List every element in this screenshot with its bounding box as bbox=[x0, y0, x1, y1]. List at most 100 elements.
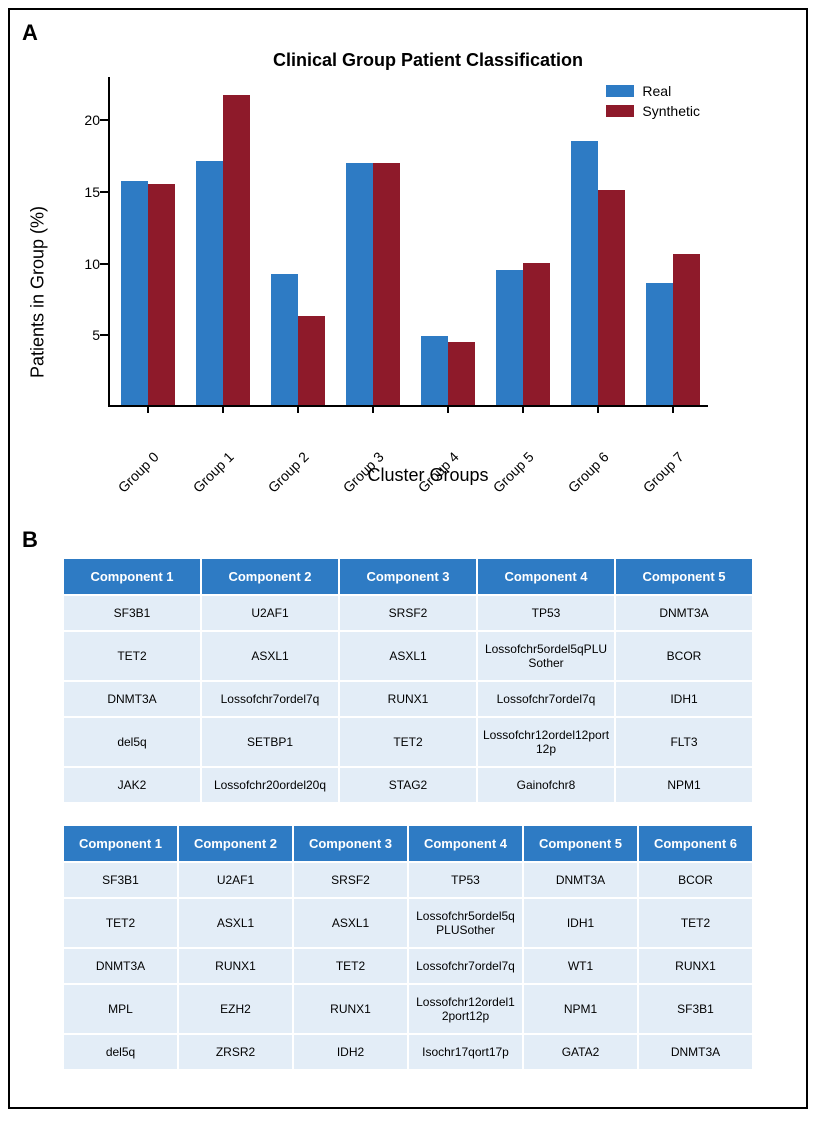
table-cell: MPL bbox=[63, 984, 178, 1034]
legend-label-synthetic: Synthetic bbox=[642, 103, 700, 119]
bar-real bbox=[421, 336, 448, 405]
bar-synthetic bbox=[298, 316, 325, 405]
table-header: Component 4 bbox=[408, 825, 523, 862]
table-cell: FLT3 bbox=[615, 717, 753, 767]
table-cell: SETBP1 bbox=[201, 717, 339, 767]
table-cell: ASXL1 bbox=[178, 898, 293, 948]
table-cell: DNMT3A bbox=[523, 862, 638, 898]
y-axis-label: Patients in Group (%) bbox=[28, 206, 49, 378]
table-header: Component 1 bbox=[63, 558, 201, 595]
table-header: Component 5 bbox=[523, 825, 638, 862]
table-cell: SRSF2 bbox=[339, 595, 477, 631]
y-tick-label: 15 bbox=[60, 184, 100, 200]
y-tick-label: 5 bbox=[60, 327, 100, 343]
table-cell: del5q bbox=[63, 1034, 178, 1070]
table-cell: GATA2 bbox=[523, 1034, 638, 1070]
y-tick bbox=[100, 119, 108, 121]
table-header: Component 3 bbox=[339, 558, 477, 595]
legend-swatch-synthetic bbox=[606, 105, 634, 117]
table-cell: NPM1 bbox=[615, 767, 753, 803]
x-tick bbox=[147, 407, 149, 413]
table-row: MPLEZH2RUNX1Lossofchr12ordel12port12pNPM… bbox=[63, 984, 753, 1034]
table-header: Component 5 bbox=[615, 558, 753, 595]
table-cell: IDH2 bbox=[293, 1034, 408, 1070]
x-tick bbox=[522, 407, 524, 413]
table-cell: RUNX1 bbox=[178, 948, 293, 984]
chart-title: Clinical Group Patient Classification bbox=[22, 50, 794, 71]
x-tick bbox=[672, 407, 674, 413]
table-cell: SF3B1 bbox=[638, 984, 753, 1034]
table-cell: TP53 bbox=[408, 862, 523, 898]
x-tick bbox=[297, 407, 299, 413]
y-tick-label: 20 bbox=[60, 112, 100, 128]
x-tick bbox=[372, 407, 374, 413]
table-cell: WT1 bbox=[523, 948, 638, 984]
bar-real bbox=[571, 141, 598, 405]
panel-b: B Component 1Component 2Component 3Compo… bbox=[22, 527, 794, 1071]
table-cell: TET2 bbox=[638, 898, 753, 948]
table-cell: Isochr17qort17p bbox=[408, 1034, 523, 1070]
table-cell: Lossofchr5ordel5qPLUSother bbox=[477, 631, 615, 681]
table-cell: IDH1 bbox=[523, 898, 638, 948]
table-header: Component 2 bbox=[201, 558, 339, 595]
components-table-2: Component 1Component 2Component 3Compone… bbox=[62, 824, 754, 1071]
table-cell: DNMT3A bbox=[63, 948, 178, 984]
figure-frame: A Clinical Group Patient Classification … bbox=[8, 8, 808, 1109]
table-row: del5qSETBP1TET2Lossofchr12ordel12port12p… bbox=[63, 717, 753, 767]
table-cell: IDH1 bbox=[615, 681, 753, 717]
table-cell: SF3B1 bbox=[63, 862, 178, 898]
table-cell: EZH2 bbox=[178, 984, 293, 1034]
bar-synthetic bbox=[673, 254, 700, 405]
table-cell: STAG2 bbox=[339, 767, 477, 803]
y-tick bbox=[100, 334, 108, 336]
table-cell: Gainofchr8 bbox=[477, 767, 615, 803]
components-table-1: Component 1Component 2Component 3Compone… bbox=[62, 557, 754, 804]
table-row: DNMT3ALossofchr7ordel7qRUNX1Lossofchr7or… bbox=[63, 681, 753, 717]
bar-chart: Patients in Group (%) Real Synthetic 510… bbox=[28, 77, 788, 507]
table-cell: Lossofchr12ordel12port12p bbox=[477, 717, 615, 767]
panel-b-label: B bbox=[22, 527, 794, 553]
table-row: TET2ASXL1ASXL1Lossofchr5ordel5qPLUSother… bbox=[63, 631, 753, 681]
table-cell: Lossofchr5ordel5qPLUSother bbox=[408, 898, 523, 948]
table-cell: RUNX1 bbox=[293, 984, 408, 1034]
legend-item-real: Real bbox=[606, 83, 700, 99]
table-cell: RUNX1 bbox=[339, 681, 477, 717]
table-row: JAK2Lossofchr20ordel20qSTAG2Gainofchr8NP… bbox=[63, 767, 753, 803]
table-cell: ASXL1 bbox=[339, 631, 477, 681]
table-cell: U2AF1 bbox=[178, 862, 293, 898]
plot-area: Real Synthetic 5101520Group 0Group 1Grou… bbox=[108, 77, 708, 407]
table-cell: TET2 bbox=[63, 631, 201, 681]
legend-swatch-real bbox=[606, 85, 634, 97]
bar-synthetic bbox=[148, 184, 175, 405]
table-row: TET2ASXL1ASXL1Lossofchr5ordel5qPLUSother… bbox=[63, 898, 753, 948]
table-cell: TET2 bbox=[293, 948, 408, 984]
bar-real bbox=[271, 274, 298, 405]
table-header: Component 2 bbox=[178, 825, 293, 862]
table-header: Component 6 bbox=[638, 825, 753, 862]
table-header: Component 1 bbox=[63, 825, 178, 862]
table-cell: SRSF2 bbox=[293, 862, 408, 898]
table-row: SF3B1U2AF1SRSF2TP53DNMT3ABCOR bbox=[63, 862, 753, 898]
table-cell: NPM1 bbox=[523, 984, 638, 1034]
table-cell: Lossofchr20ordel20q bbox=[201, 767, 339, 803]
y-tick bbox=[100, 191, 108, 193]
table-row: DNMT3ARUNX1TET2Lossofchr7ordel7qWT1RUNX1 bbox=[63, 948, 753, 984]
x-tick bbox=[447, 407, 449, 413]
table-cell: BCOR bbox=[615, 631, 753, 681]
table-header: Component 4 bbox=[477, 558, 615, 595]
table-cell: ASXL1 bbox=[293, 898, 408, 948]
table-cell: DNMT3A bbox=[615, 595, 753, 631]
table-row: SF3B1U2AF1SRSF2TP53DNMT3A bbox=[63, 595, 753, 631]
table-cell: TET2 bbox=[63, 898, 178, 948]
table-cell: Lossofchr12ordel12port12p bbox=[408, 984, 523, 1034]
table-cell: TET2 bbox=[339, 717, 477, 767]
bar-real bbox=[196, 161, 223, 405]
y-tick bbox=[100, 263, 108, 265]
table-cell: Lossofchr7ordel7q bbox=[201, 681, 339, 717]
table-cell: SF3B1 bbox=[63, 595, 201, 631]
bar-synthetic bbox=[598, 190, 625, 405]
bar-synthetic bbox=[223, 95, 250, 405]
bar-synthetic bbox=[523, 263, 550, 405]
table-cell: del5q bbox=[63, 717, 201, 767]
table-row: del5qZRSR2IDH2Isochr17qort17pGATA2DNMT3A bbox=[63, 1034, 753, 1070]
